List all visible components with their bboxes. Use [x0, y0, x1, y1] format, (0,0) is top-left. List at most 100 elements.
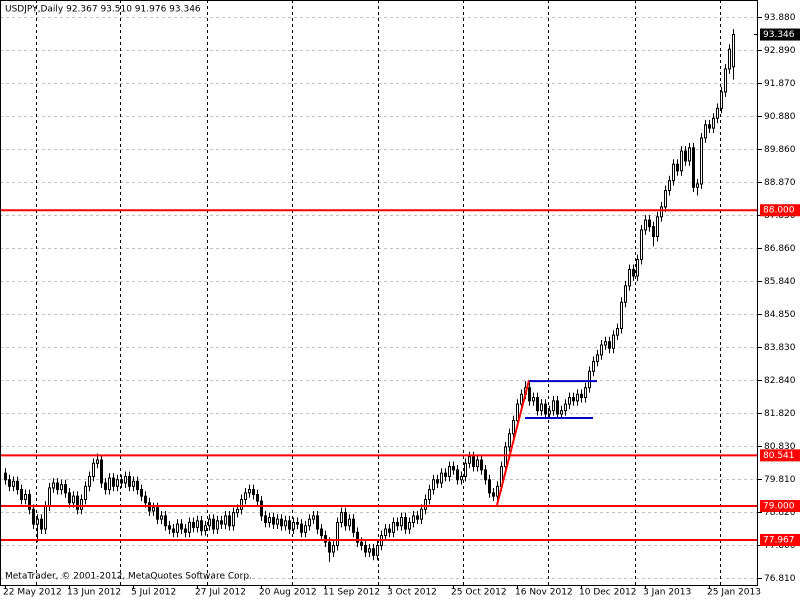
candle-body	[700, 137, 703, 185]
candle-body	[84, 485, 87, 500]
candle-body	[268, 517, 271, 523]
y-tick-label: 92.890	[764, 46, 796, 56]
candle-body	[352, 518, 355, 533]
candle-body	[348, 518, 351, 527]
candle-body	[516, 403, 519, 422]
candle-body	[276, 518, 279, 525]
marks	[4, 29, 735, 562]
candle-body	[488, 479, 491, 494]
overlay: 88.000 80.541 79.000 77.967 93.346	[0, 28, 800, 546]
candle-body	[704, 124, 707, 139]
candle-body	[92, 462, 95, 477]
plot-frame	[0, 0, 758, 586]
candle-body	[104, 482, 107, 491]
candle-body	[296, 521, 299, 525]
candle-body	[620, 301, 623, 330]
candle-body	[444, 472, 447, 477]
candle-body	[464, 462, 467, 477]
x-tick-label: 20 Aug 2012	[259, 588, 317, 598]
candle-body	[608, 341, 611, 349]
candle-body	[168, 525, 171, 530]
candle-body	[36, 518, 39, 525]
candle-body	[260, 500, 263, 517]
y-tick-label: 77.800	[764, 541, 796, 551]
x-tick-label: 10 Dec 2012	[579, 588, 637, 598]
candle-body	[152, 507, 155, 512]
y-tick-label: 76.810	[764, 574, 796, 584]
candle-body	[484, 469, 487, 481]
candle-body	[404, 517, 407, 530]
candle-body	[324, 535, 327, 543]
candle-body	[312, 515, 315, 520]
candle-body	[180, 523, 183, 530]
candle-body	[16, 480, 19, 491]
y-tick-label: 85.840	[764, 277, 796, 287]
candle-body	[664, 190, 667, 208]
candle-body	[200, 520, 203, 532]
candle-body	[28, 494, 31, 510]
candle-body	[712, 117, 715, 129]
price-label-box	[760, 28, 800, 41]
candle-body	[616, 328, 619, 336]
candle-body	[528, 387, 531, 402]
candle-body	[576, 393, 579, 402]
level-label: 88.000	[763, 206, 795, 216]
x-tick-label: 3 Oct 2012	[387, 588, 437, 598]
x-tick-label: 27 Jul 2012	[195, 588, 246, 598]
candle-body	[648, 219, 651, 228]
y-tick-label: 83.830	[764, 343, 796, 353]
candle-body	[108, 477, 111, 491]
candle-body	[232, 512, 235, 527]
x-tick-label: 3 Jan 2013	[643, 588, 691, 598]
candle-body	[184, 528, 187, 533]
candle-body	[12, 480, 15, 487]
candle-body	[376, 544, 379, 556]
y-tick-label: 88.870	[764, 178, 796, 188]
candle-body	[572, 397, 575, 402]
candle-body	[308, 518, 311, 527]
candle-body	[560, 410, 563, 415]
candle-body	[596, 354, 599, 362]
candle-body	[696, 183, 699, 188]
candle-body	[336, 521, 339, 546]
candle-body	[660, 206, 663, 218]
y-tick-label: 79.810	[764, 475, 796, 485]
candle-body	[328, 541, 331, 553]
candle-body	[468, 456, 471, 464]
candle-body	[40, 518, 43, 530]
candle-body	[544, 403, 547, 415]
x-tick-label: 5 Jul 2012	[131, 588, 176, 598]
x-tick-label: 16 Nov 2012	[515, 588, 573, 598]
x-tick-label: 13 Jun 2012	[67, 588, 121, 598]
candle-body	[564, 403, 567, 412]
candle-body	[728, 48, 731, 70]
candle-body	[532, 397, 535, 402]
candle-body	[512, 420, 515, 435]
candle-body	[588, 370, 591, 389]
candle-body	[540, 403, 543, 412]
candle-body	[692, 147, 695, 188]
candle-body	[48, 487, 51, 507]
candle-body	[552, 400, 555, 412]
candle-body	[672, 163, 675, 182]
candle-body	[316, 515, 319, 530]
y-tick-label: 86.860	[764, 244, 796, 254]
candle-body	[628, 268, 631, 287]
candle-body	[244, 492, 247, 500]
candle-body	[80, 498, 83, 510]
y-tick-label: 84.850	[764, 310, 796, 320]
candle-body	[732, 34, 735, 68]
candle-body	[396, 521, 399, 527]
candle-body	[408, 521, 411, 530]
candle-body	[72, 495, 75, 504]
candle-body	[452, 466, 455, 471]
candle-body	[676, 163, 679, 172]
candle-body	[604, 341, 607, 346]
candle-body	[716, 107, 719, 119]
candle-body	[688, 147, 691, 162]
candle-body	[220, 520, 223, 525]
candle-body	[584, 387, 587, 399]
candle-body	[20, 489, 23, 500]
